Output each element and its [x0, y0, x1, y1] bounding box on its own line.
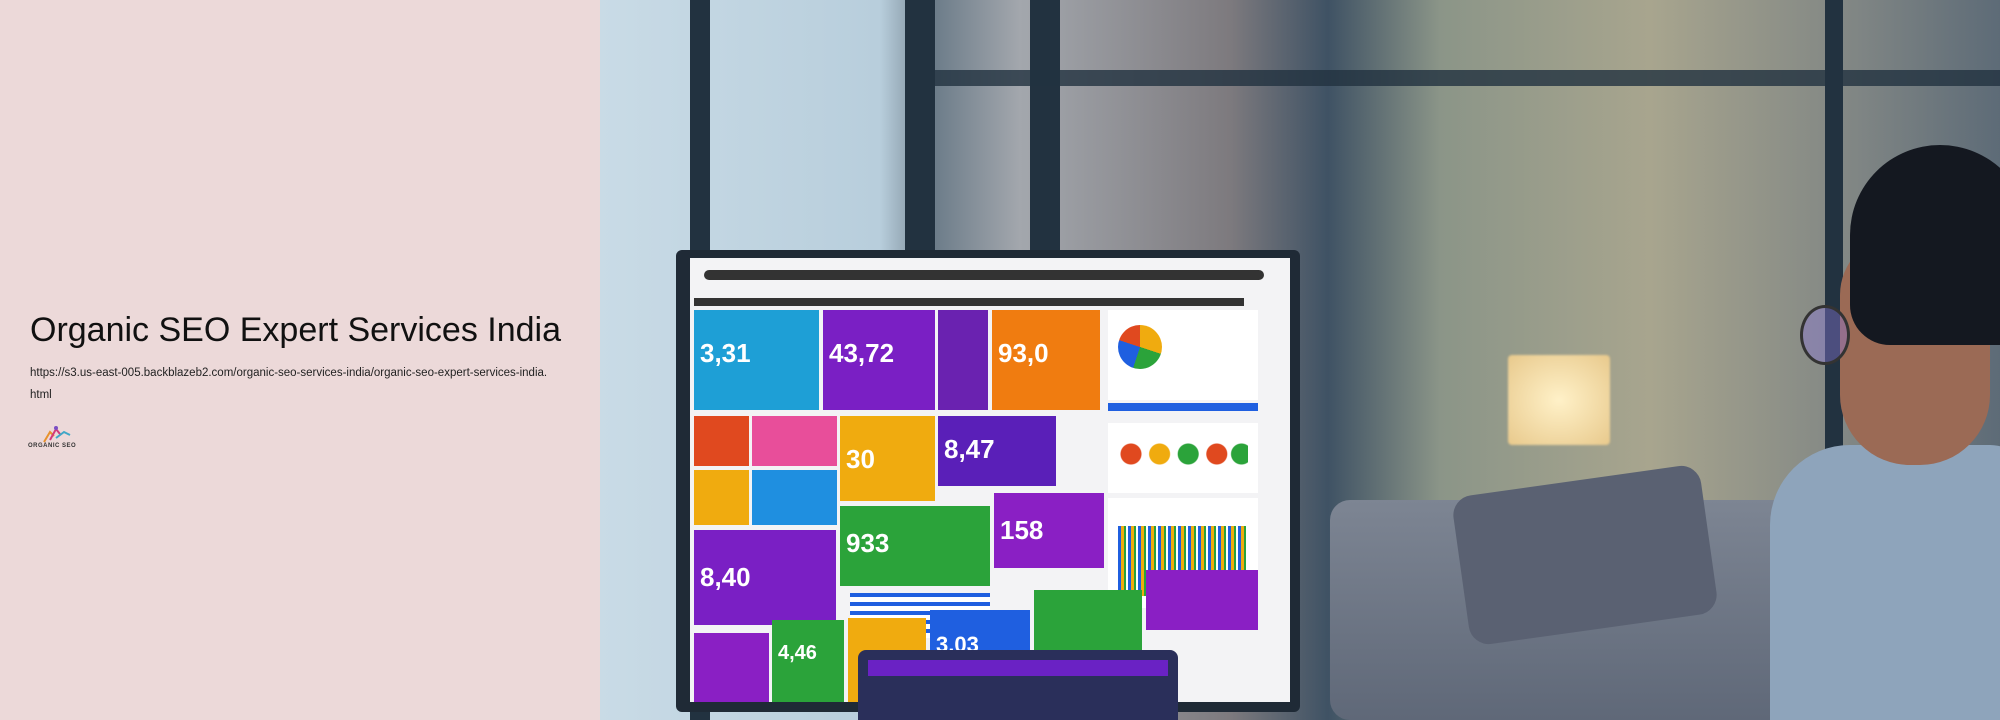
tablet-header	[868, 660, 1168, 676]
lamp-icon	[1508, 355, 1610, 445]
metric-tile	[938, 310, 988, 410]
dashboard-screen: 3,31 43,72 93,0 30 8,47 933 158 8,40	[690, 258, 1290, 702]
hero-photo: 3,31 43,72 93,0 30 8,47 933 158 8,40	[600, 0, 2000, 720]
metric-tile: 933	[840, 506, 990, 586]
page-url[interactable]: https://s3.us-east-005.backblazeb2.com/o…	[30, 367, 548, 401]
metric-tile: 158	[994, 493, 1104, 568]
tablet	[858, 650, 1178, 720]
donut-chart-icon	[1118, 325, 1162, 369]
metric-tile	[1146, 570, 1258, 630]
metric-tile	[694, 633, 769, 702]
browser-tab-bar	[694, 298, 1244, 306]
monitor: 3,31 43,72 93,0 30 8,47 933 158 8,40	[676, 250, 1300, 712]
circle-chart-panel	[1108, 423, 1258, 493]
metric-tile	[694, 416, 749, 466]
donut-chart-panel	[1108, 310, 1258, 400]
logo-text: ORGANIC SEO	[28, 443, 77, 449]
woman-with-glasses	[1770, 145, 2000, 720]
browser-address-bar	[704, 270, 1264, 280]
metric-tile: 4,46	[772, 620, 844, 702]
metric-tile: 3,31	[694, 310, 819, 410]
glasses-icon	[1800, 305, 1850, 365]
organic-seo-logo: ORGANIC SEO	[28, 426, 84, 454]
woman-body	[1770, 445, 2000, 720]
metric-tile: 30	[840, 416, 935, 501]
bubble-chart-icon	[1118, 441, 1248, 467]
metric-tile: 93,0	[992, 310, 1100, 410]
metric-tile: 8,47	[938, 416, 1056, 486]
metric-tile: 8,40	[694, 530, 836, 625]
divider-bar	[1108, 403, 1258, 411]
logo-figures-icon	[43, 426, 71, 443]
metric-tile	[752, 416, 837, 466]
page-title: Organic SEO Expert Services India	[30, 311, 562, 349]
window-frame	[935, 70, 2000, 86]
metric-tile	[694, 470, 749, 525]
woman-hair	[1850, 145, 2000, 345]
metric-tile	[752, 470, 837, 525]
metric-tile: 43,72	[823, 310, 935, 410]
left-panel: Organic SEO Expert Services India https:…	[0, 0, 600, 720]
